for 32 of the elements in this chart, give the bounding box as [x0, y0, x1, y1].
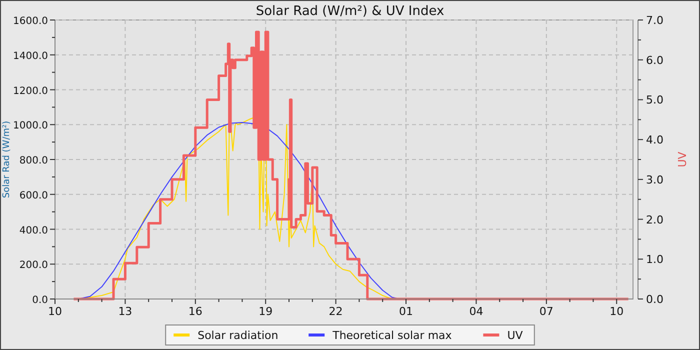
- legend-label: Solar radiation: [198, 329, 278, 342]
- legend-label: Theoretical solar max: [332, 329, 452, 342]
- x-tick-label: 07: [539, 305, 554, 318]
- y-axis-title: Solar Rad (W/m²): [2, 120, 12, 198]
- x-tick-label: 16: [188, 305, 202, 318]
- y-tick-label: 200.0: [19, 260, 48, 272]
- y-tick-label: 600.0: [19, 190, 48, 202]
- legend-label: UV: [507, 329, 524, 342]
- x-tick-label: 22: [328, 305, 343, 318]
- y2-tick-label: 2.0: [646, 213, 664, 226]
- y-tick-label: 0.0: [32, 295, 48, 306]
- x-tick-label: 10: [48, 305, 62, 318]
- chart-title: Solar Rad (W/m²) & UV Index: [256, 4, 444, 19]
- y2-tick-label: 1.0: [646, 253, 664, 266]
- y2-tick-label: 3.0: [646, 173, 664, 186]
- y-tick-label: 1200.0: [13, 86, 48, 97]
- x-tick-label: 13: [118, 305, 132, 318]
- y2-tick-label: 0.0: [646, 293, 664, 306]
- y-tick-label: 1400.0: [13, 50, 48, 62]
- x-tick-label: 10: [610, 305, 624, 318]
- y2-tick-label: 7.0: [646, 14, 664, 27]
- y2-tick-label: 5.0: [646, 94, 664, 107]
- x-tick-label: 19: [258, 305, 273, 318]
- y2-axis-title: UV: [676, 151, 689, 168]
- y2-tick-label: 6.0: [646, 54, 664, 67]
- y-tick-label: 800.0: [19, 156, 48, 166]
- y-tick-label: 400.0: [19, 225, 48, 236]
- y-tick-label: 1000.0: [13, 120, 48, 132]
- y2-tick-label: 4.0: [646, 134, 664, 147]
- x-tick-label: 01: [399, 305, 414, 318]
- y-tick-label: 1600.0: [13, 16, 48, 27]
- x-tick-label: 04: [469, 305, 484, 318]
